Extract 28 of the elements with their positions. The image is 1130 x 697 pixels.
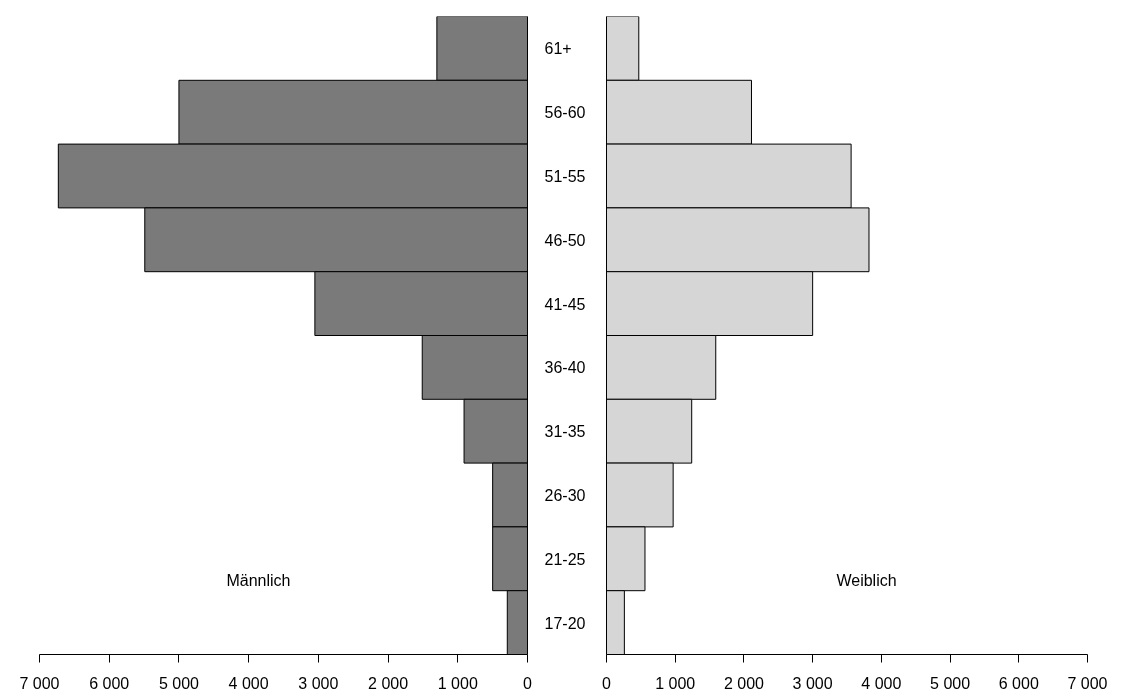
x-tick-label: 3 000 [298,674,339,692]
x-tick-label: 5 000 [158,674,200,692]
x-tick-label: 2 000 [723,674,765,692]
x-tick-label: 4 000 [228,674,269,692]
x-tick-label: 7 000 [1067,674,1108,692]
x-tick-label: 5 000 [930,674,971,692]
x-tick-label: 7 000 [19,674,60,692]
x-tick-label: 6 000 [89,674,130,692]
y-tick-label: 26-30 [544,487,586,504]
y-tick-label: 41-45 [544,295,586,313]
x-tick-label: 6 000 [998,674,1039,692]
y-tick-label: 21-25 [544,550,586,568]
x-tick-label: 3 000 [792,674,833,692]
y-tick-label: 61+ [544,40,572,58]
y-tick-label: 31-35 [544,423,586,441]
annotation: Männlich [226,572,291,589]
x-tick-label: 4 000 [861,674,902,692]
x-tick-label: 1 000 [437,674,478,692]
y-tick-label: 51-55 [544,168,586,185]
y-tick-label: 17-20 [544,614,586,632]
y-tick-label: 56-60 [544,104,586,122]
x-tick-label: 0 [523,674,533,692]
annotation: Weiblich [836,572,897,589]
y-tick-label: 36-40 [544,359,586,377]
y-tick-label: 46-50 [544,231,586,249]
x-tick-label: 2 000 [368,674,409,692]
x-tick-label: 1 000 [655,674,696,692]
x-tick-label: 0 [602,674,612,692]
